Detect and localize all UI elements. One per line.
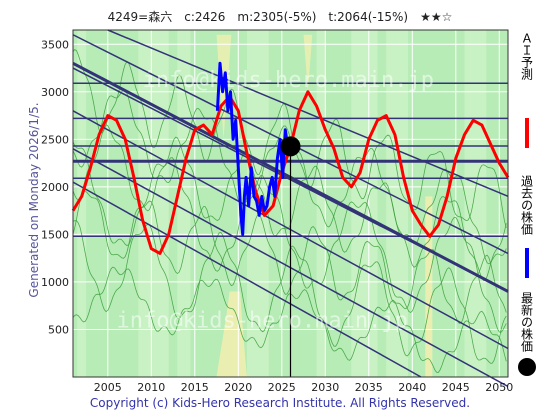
x-tick-label-6: 2035 [355, 381, 383, 394]
legend-label-latest: 最新の株価 [519, 292, 534, 352]
y-tick-label-3: 2000 [41, 181, 69, 194]
bg-wave-5 [72, 266, 507, 373]
x-tick-label-4: 2025 [268, 381, 296, 394]
plot-frame [72, 29, 509, 378]
y-tick-label-2: 1500 [41, 228, 69, 241]
y-tick-label-4: 2500 [41, 133, 69, 146]
x-tick-label-3: 2020 [224, 381, 252, 394]
shade-upper-2 [303, 34, 313, 92]
watermark-bottom: info@kids-hero.main.jp [117, 309, 408, 334]
legend: ＡＩ予測 過去の株価 最新の株価 [515, 30, 539, 390]
x-tick-label-9: 2050 [485, 381, 513, 394]
background-band-2 [177, 30, 191, 377]
background-band-5 [351, 30, 378, 377]
series-line-1 [215, 61, 290, 236]
x-tick-label-2: 2015 [181, 381, 209, 394]
background-band-1 [138, 30, 169, 377]
legend-swatch-ai [525, 118, 529, 148]
bg-wave-1 [72, 124, 507, 281]
legend-label-ai: ＡＩ予測 [519, 32, 534, 80]
watermark-top: info@kids-hero.main.jp [143, 68, 434, 93]
y-tick-label-6: 3500 [41, 38, 69, 51]
background-band-7 [464, 30, 487, 377]
y-tick-label-0: 500 [48, 323, 69, 336]
y-tick-label-5: 3000 [41, 86, 69, 99]
trend-line-5 [107, 29, 509, 198]
legend-label-past: 過去の株価 [519, 175, 534, 235]
copyright-footer: Copyright (c) Kids-Hero Research Institu… [89, 396, 471, 410]
legend-swatch-past [525, 248, 529, 278]
x-tick-label-1: 2010 [137, 381, 165, 394]
background-band-4 [316, 30, 326, 377]
latest-price-dot [280, 136, 301, 157]
bg-wave-6 [72, 48, 507, 229]
x-tick-label-7: 2040 [398, 381, 426, 394]
x-tick-label-8: 2045 [442, 381, 470, 394]
shade-lower-left [216, 291, 247, 377]
chart-title: 4249=森六 c:2426 m:2305(-5%) t:2064(-15%) … [107, 10, 453, 24]
bg-wave-2 [72, 141, 507, 333]
legend-swatch-latest [518, 358, 536, 376]
x-tick-label-0: 2005 [94, 381, 122, 394]
x-tick-label-5: 2030 [311, 381, 339, 394]
y-tick-label-1: 1000 [41, 276, 69, 289]
shade-lower-right [425, 196, 433, 377]
trend-line-4 [72, 181, 422, 378]
background-band-0 [77, 30, 87, 377]
